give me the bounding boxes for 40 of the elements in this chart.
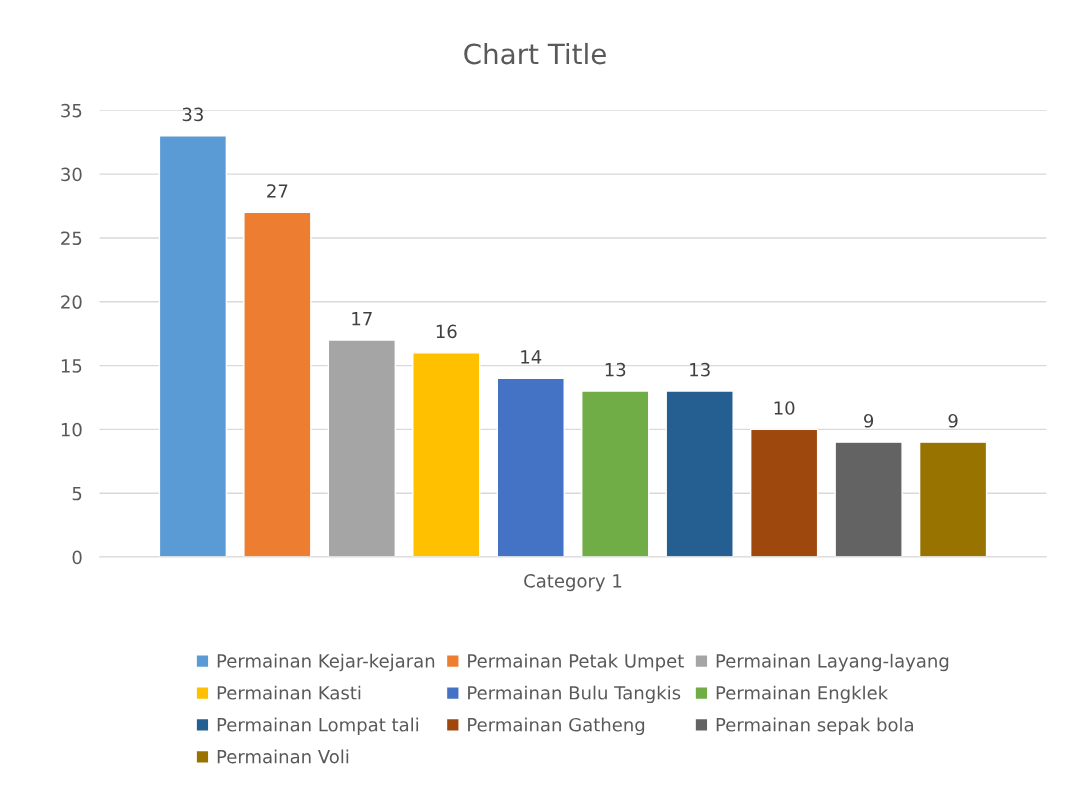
bar bbox=[496, 377, 565, 558]
y-tick-label: 0 bbox=[72, 550, 82, 565]
legend-label: Permainan Layang-layang bbox=[716, 653, 949, 672]
legend-label: Permainan Gatheng bbox=[468, 717, 645, 736]
legend-label: Permainan Petak Umpet bbox=[468, 653, 684, 672]
data-label: 33 bbox=[182, 107, 203, 122]
y-tick-label: 15 bbox=[61, 359, 82, 373]
legend-label: Permainan sepak bola bbox=[716, 717, 913, 736]
data-label: 10 bbox=[774, 401, 795, 415]
bar bbox=[581, 390, 650, 558]
y-tick-label: 10 bbox=[61, 422, 82, 437]
legend-label: Permainan Bulu Tangkis bbox=[468, 685, 681, 704]
legend-label: Permainan Kasti bbox=[217, 685, 361, 700]
data-label: 14 bbox=[521, 350, 542, 364]
data-label: 9 bbox=[948, 413, 958, 428]
y-tick-label: 25 bbox=[61, 231, 82, 246]
bar bbox=[158, 135, 228, 558]
y-tick-label: 20 bbox=[61, 295, 82, 309]
data-label: 27 bbox=[267, 184, 288, 198]
bar bbox=[918, 441, 988, 558]
chart-title: Chart Title bbox=[464, 42, 606, 65]
bar bbox=[412, 352, 481, 558]
bar bbox=[243, 211, 312, 558]
bar bbox=[327, 339, 396, 558]
bar bbox=[665, 390, 734, 558]
y-tick-label: 35 bbox=[61, 103, 82, 118]
data-label: 16 bbox=[436, 324, 457, 339]
bar bbox=[834, 441, 903, 558]
legend-label: Permainan Voli bbox=[217, 749, 349, 764]
y-tick-label: 5 bbox=[72, 486, 82, 501]
x-tick-label: Category 1 bbox=[524, 574, 622, 592]
legend-label: Permainan Engklek bbox=[716, 685, 889, 704]
legend-label: Permainan Lompat tali bbox=[217, 717, 419, 736]
y-tick-label: 30 bbox=[61, 167, 82, 182]
data-label: 13 bbox=[605, 362, 626, 377]
data-label: 9 bbox=[864, 413, 874, 428]
legend-label: Permainan Kejar-kejaran bbox=[217, 653, 435, 672]
data-label: 17 bbox=[352, 312, 372, 326]
data-label: 13 bbox=[690, 362, 710, 377]
bar bbox=[749, 428, 819, 558]
